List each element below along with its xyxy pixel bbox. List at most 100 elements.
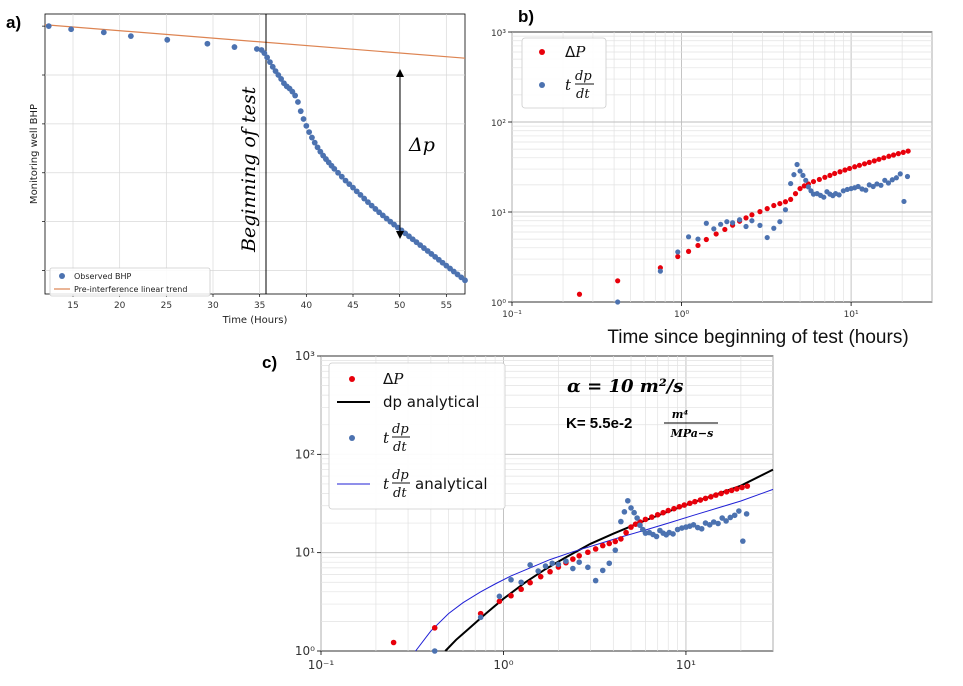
derivative-point <box>821 194 827 200</box>
deltap-point <box>792 191 799 197</box>
derivative-point <box>889 177 895 183</box>
derivative-point <box>527 562 533 568</box>
deltap-point <box>713 492 719 498</box>
derivative-point <box>570 565 576 572</box>
y-tick-label: 10⁰ <box>295 644 315 658</box>
deltap-point <box>632 521 639 527</box>
deltap-point <box>797 185 803 192</box>
deltap-point <box>886 153 892 159</box>
deltap-point <box>734 486 740 492</box>
chart-c-k-prefix: K= 5.5e-2 <box>566 415 632 432</box>
derivative-point <box>628 505 634 511</box>
derivative-point <box>615 299 621 305</box>
deltap-point <box>771 202 777 209</box>
observed-point <box>357 191 364 198</box>
deltap-point <box>822 174 828 180</box>
chart-a-trend-line <box>44 24 466 59</box>
deltap-point <box>827 172 833 179</box>
x-tick-label-a: 15 <box>67 301 78 311</box>
observed-point <box>297 108 304 115</box>
y-tick-label: 10¹ <box>491 209 506 219</box>
svg-text:dp: dp <box>392 422 409 437</box>
y-tick-label: 10³ <box>491 29 506 39</box>
derivative-point <box>788 180 794 187</box>
derivative-point <box>901 198 907 205</box>
deltap-point <box>718 490 724 497</box>
deltap-point <box>685 248 692 254</box>
derivative-point <box>634 515 640 521</box>
derivative-point <box>585 564 591 571</box>
observed-point <box>335 169 341 176</box>
derivative-point <box>621 509 628 515</box>
observed-point <box>100 29 107 36</box>
deltap-point <box>842 167 848 173</box>
derivative-point <box>893 175 900 181</box>
deltap-point <box>871 158 877 164</box>
legend-c-marker-deltap <box>349 376 355 382</box>
deltap-point <box>788 196 794 203</box>
x-tick-label: 10⁻¹ <box>502 310 522 320</box>
derivative-point <box>715 520 721 527</box>
derivative-point <box>870 183 876 190</box>
y-tick-label: 10² <box>295 447 315 461</box>
observed-point <box>267 59 273 66</box>
observed-point <box>278 76 285 82</box>
derivative-point <box>703 220 709 226</box>
observed-point <box>295 99 301 105</box>
observed-point <box>331 165 338 172</box>
derivative-point <box>592 577 599 584</box>
derivative-point <box>791 172 797 178</box>
derivative-point <box>637 522 643 529</box>
derivative-point <box>882 177 888 183</box>
deltap-point <box>708 493 714 500</box>
deltap-point <box>431 625 438 631</box>
derivative-point <box>866 182 872 188</box>
derivative-point <box>477 614 484 621</box>
deltap-point <box>703 236 709 243</box>
x-tick-label-a: 50 <box>394 301 406 311</box>
derivative-point <box>576 559 582 565</box>
derivative-point <box>836 192 842 198</box>
deltap-point <box>681 502 688 508</box>
observed-point <box>292 92 299 99</box>
deltap-point <box>764 206 770 212</box>
legend-c-marker-deriv <box>349 435 355 441</box>
observed-point <box>300 116 307 122</box>
observed-point <box>269 63 276 70</box>
derivative-point <box>719 515 725 521</box>
observed-point <box>204 40 211 47</box>
derivative-point <box>777 219 783 225</box>
svg-text:dp: dp <box>392 468 409 483</box>
deltap-point <box>592 546 599 552</box>
deltap-point <box>508 592 514 599</box>
observed-point <box>314 144 321 151</box>
derivative-point <box>518 579 524 586</box>
derivative-point <box>803 177 809 183</box>
deltap-point <box>654 511 661 518</box>
deltap-point <box>890 152 897 158</box>
observed-point <box>350 184 356 191</box>
legend-b-marker-deriv <box>539 82 545 88</box>
deltap-point <box>628 524 634 530</box>
observed-point <box>45 23 52 30</box>
derivative-point <box>599 567 606 574</box>
x-tick-label: 10¹ <box>676 658 696 672</box>
derivative-point <box>743 511 750 517</box>
derivative-point <box>431 648 438 654</box>
derivative-point <box>840 188 846 194</box>
derivative-point <box>624 497 631 504</box>
derivative-point <box>698 525 705 532</box>
legend-c-label-deriv: t dp dt <box>383 422 410 455</box>
chart-a-delta-arrow <box>396 69 404 239</box>
observed-point <box>303 122 310 129</box>
observed-point <box>342 177 349 184</box>
deltap-point <box>852 164 858 170</box>
chart-c-alpha-text: α = 10 m²/s <box>567 376 683 397</box>
deltap-point <box>866 159 872 165</box>
deltap-point <box>576 291 583 297</box>
deltap-point <box>547 568 553 575</box>
chart-b-legend: ΔP t dp dt <box>521 37 607 109</box>
